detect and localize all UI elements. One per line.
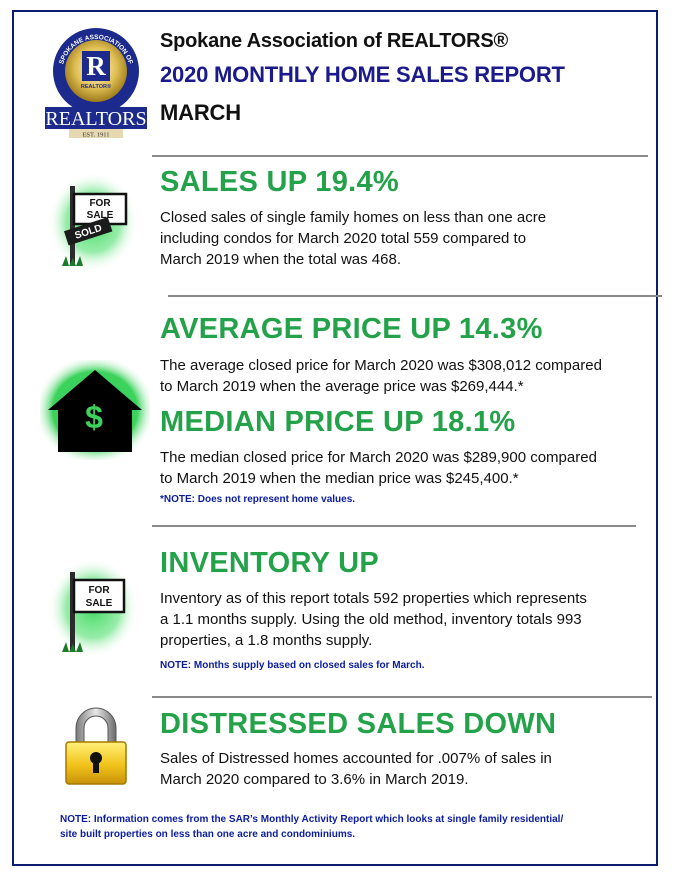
inventory-heading: INVENTORY UP bbox=[160, 547, 380, 579]
average-price-body: The average closed price for March 2020 … bbox=[160, 357, 602, 395]
logo-small-text: REALTOR® bbox=[81, 83, 111, 90]
average-price-heading: AVERAGE PRICE UP 14.3% bbox=[160, 313, 543, 345]
inventory-body: Inventory as of this report totals 592 p… bbox=[160, 590, 587, 649]
svg-text:FOR: FOR bbox=[89, 198, 111, 209]
for-sale-sign-icon: FOR SALE bbox=[48, 558, 138, 658]
median-price-heading: MEDIAN PRICE UP 18.1% bbox=[160, 406, 516, 438]
footnote: NOTE: Information comes from the SAR’s M… bbox=[60, 814, 564, 840]
dollar-sign: $ bbox=[85, 399, 103, 435]
padlock-icon bbox=[65, 707, 127, 785]
report-frame bbox=[12, 10, 658, 866]
divider bbox=[152, 525, 636, 527]
report-title: 2020 MONTHLY HOME SALES REPORT bbox=[160, 62, 565, 87]
for-sale-sold-sign-icon: FOR SALE SOLD bbox=[48, 172, 138, 272]
inventory-note: NOTE: Months supply based on closed sale… bbox=[160, 660, 425, 671]
logo-banner-text: REALTORS bbox=[45, 108, 146, 130]
divider bbox=[152, 696, 652, 698]
svg-text:SALE: SALE bbox=[86, 598, 113, 609]
org-name: Spokane Association of REALTORS® bbox=[160, 30, 509, 52]
sales-heading: SALES UP 19.4% bbox=[160, 166, 399, 198]
house-dollar-icon: $ bbox=[40, 360, 150, 460]
median-price-note: *NOTE: Does not represent home values. bbox=[160, 494, 356, 505]
svg-text:SALE: SALE bbox=[87, 210, 114, 221]
realtor-logo: SPOKANE ASSOCIATION OF R REALTOR® REALTO… bbox=[45, 28, 147, 139]
logo-letter: R bbox=[86, 51, 106, 81]
distressed-heading: DISTRESSED SALES DOWN bbox=[160, 708, 557, 740]
distressed-body: Sales of Distressed homes accounted for … bbox=[160, 750, 552, 788]
svg-text:FOR: FOR bbox=[88, 585, 110, 596]
sales-body: Closed sales of single family homes on l… bbox=[160, 209, 547, 268]
median-price-body: The median closed price for March 2020 w… bbox=[160, 449, 597, 487]
report-month: MARCH bbox=[160, 100, 241, 125]
logo-est: EST. 1911 bbox=[82, 132, 109, 139]
divider bbox=[168, 295, 662, 297]
divider bbox=[152, 155, 648, 157]
